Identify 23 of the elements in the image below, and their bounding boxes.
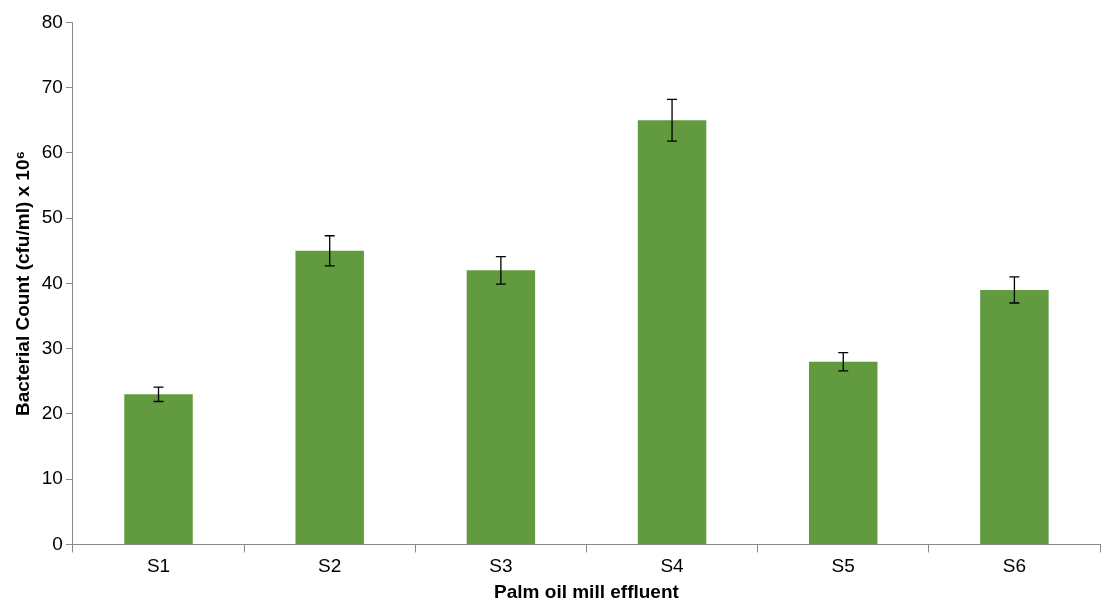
bar [637, 120, 707, 544]
bar [295, 250, 364, 544]
x-axis-title: Palm oil mill effluent [494, 580, 680, 602]
y-tick-label: 50 [41, 206, 63, 228]
y-axis-title: Bacterial Count (cfu/ml) x 10⁶ [11, 150, 33, 417]
x-tick-label: S1 [146, 555, 171, 577]
bar [466, 270, 536, 544]
y-tick-label: 10 [41, 467, 63, 489]
bar [980, 289, 1049, 544]
x-tick-label: S3 [489, 555, 513, 577]
y-tick-label: 70 [41, 75, 63, 97]
bar [809, 361, 878, 544]
y-tick-label: 80 [41, 10, 63, 32]
x-tick-label: S2 [318, 555, 342, 577]
x-tick-label: S5 [831, 555, 855, 577]
y-tick-label: 40 [41, 271, 63, 293]
y-tick-label: 20 [41, 402, 63, 424]
y-tick-label: 0 [52, 532, 63, 554]
x-tick-label: S4 [660, 555, 685, 577]
y-tick-label: 30 [41, 336, 63, 358]
bar [124, 394, 193, 544]
x-tick-label: S6 [1002, 555, 1027, 577]
y-tick-label: 60 [41, 141, 63, 163]
